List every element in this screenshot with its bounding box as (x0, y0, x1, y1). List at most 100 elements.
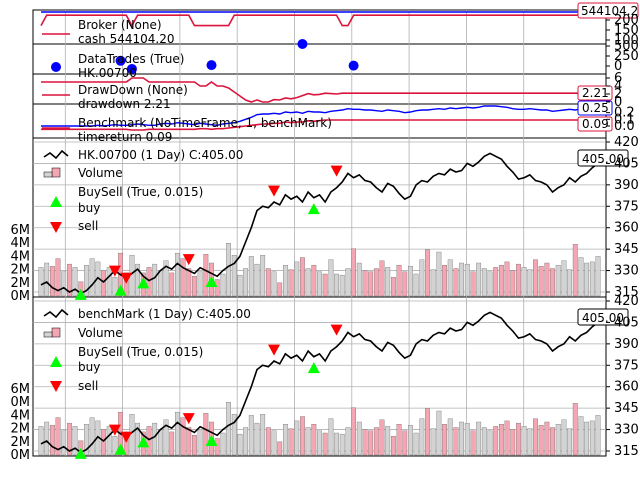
volume-bar (510, 270, 516, 297)
broker-tick-label: 200 (614, 13, 639, 28)
bench-value-tag-text: 0.25 (582, 101, 609, 115)
volume-bar (282, 265, 288, 297)
volume-bar (146, 267, 152, 297)
trades-legend-symbol: HK.00700 (78, 66, 137, 80)
volume-bar (192, 435, 197, 456)
price-tag-0-text: 405.00 (582, 152, 624, 166)
volume-bar (44, 421, 50, 456)
volume-bar (584, 262, 590, 297)
volume-bar (470, 271, 476, 297)
buy-marker (307, 203, 320, 215)
drawdown-tick-label: 2 (614, 87, 622, 102)
volume-bar (351, 248, 357, 297)
price-tick-label: 345 (614, 242, 639, 257)
volume-bar (521, 267, 527, 297)
volume-bar (345, 427, 351, 456)
volume-bar (396, 424, 402, 456)
volume-bar (544, 421, 550, 456)
timereturn-value-tag: 0.09 (577, 116, 613, 132)
broker-tick-label: 150 (614, 23, 639, 38)
volume-bar (527, 269, 533, 297)
volume-bar (589, 420, 595, 456)
volume-bar (254, 263, 260, 297)
volume-bar (368, 271, 374, 297)
volume-bar (175, 252, 180, 297)
volume-bar (157, 429, 163, 456)
price-line-1 (40, 311, 599, 454)
volume-bar (254, 422, 260, 456)
cash-value-tag-text: 544104.2 (581, 4, 638, 18)
volume-bar (237, 433, 243, 456)
volume-bar (572, 403, 578, 456)
volume-bar (413, 432, 419, 456)
price-tick-label: 360 (614, 221, 639, 236)
volume-bar (38, 267, 44, 297)
volume-bar (493, 426, 499, 456)
volume-tick-label: 6M (11, 382, 31, 397)
volume-bar (243, 268, 249, 297)
benchmark-tick-label: 0.0 (614, 119, 635, 134)
volume-bar (186, 268, 192, 297)
volume-bar (396, 265, 402, 297)
volume-bar (231, 414, 237, 456)
volume-bar (146, 426, 152, 456)
volume-bar (214, 279, 220, 297)
volume-tick-label: 4M (11, 408, 31, 423)
volume-bar (390, 277, 396, 297)
buy-marker (205, 435, 218, 446)
broker-legend-title: Broker (None) (78, 18, 162, 32)
volume-bar (453, 427, 459, 456)
data1-legend-buysell: BuySell (True, 0.015) (78, 345, 203, 359)
volume-bar (67, 263, 72, 297)
volume-legend-swatch-0b (43, 171, 53, 178)
volume-bar (89, 417, 95, 456)
buy-marker (137, 277, 150, 289)
buy-marker (205, 276, 218, 287)
volume-bar (152, 422, 158, 456)
volume-tick-label: 4M (11, 249, 31, 264)
volume-bar (49, 425, 55, 456)
volume-bar (231, 255, 237, 297)
volume-bar (288, 269, 294, 297)
volume-bar (595, 256, 601, 297)
price-tag-1: 405.00 (577, 308, 629, 326)
volume-bar (317, 271, 322, 297)
volume-bar (322, 432, 328, 456)
volume-bar (271, 430, 277, 456)
volume-bar (510, 429, 516, 456)
volume-bar (175, 411, 180, 456)
volume-tick-label: 0M (11, 448, 31, 463)
sell-marker (120, 272, 133, 284)
drawdown-tick-label: 6 (614, 71, 622, 86)
volume-bar (220, 273, 226, 297)
buy-marker (74, 288, 87, 300)
volume-bar (373, 268, 379, 297)
volume-bar (447, 418, 453, 456)
volume-bar (197, 430, 203, 456)
price-tick-label: 315 (614, 285, 639, 300)
volume-bar (84, 424, 89, 456)
broker-legend-cash: cash 544104.20 (78, 32, 175, 46)
volume-bar (413, 273, 419, 297)
buy-marker (74, 447, 87, 459)
volume-bar (385, 267, 391, 297)
drawdown-legend-value: drawdown 2.21 (78, 97, 171, 111)
volume-bar (470, 430, 476, 456)
volume-bar (356, 262, 362, 297)
volume-bar (584, 421, 590, 456)
volume-bar (567, 269, 572, 297)
volume-bar (265, 268, 271, 297)
volume-bar (578, 416, 584, 456)
volume-bar (476, 262, 482, 297)
volume-bar (169, 272, 175, 297)
price-tick-label: 390 (614, 337, 639, 352)
volume-bar (282, 424, 288, 456)
volume-bar (203, 413, 209, 456)
volume-bar (67, 422, 72, 456)
volume-bar (459, 421, 464, 456)
volume-bar (436, 251, 442, 297)
volume-bar (504, 261, 510, 297)
volume-bar (578, 257, 584, 297)
volume-bar (339, 433, 345, 456)
price-tick-label: 420 (614, 294, 639, 309)
